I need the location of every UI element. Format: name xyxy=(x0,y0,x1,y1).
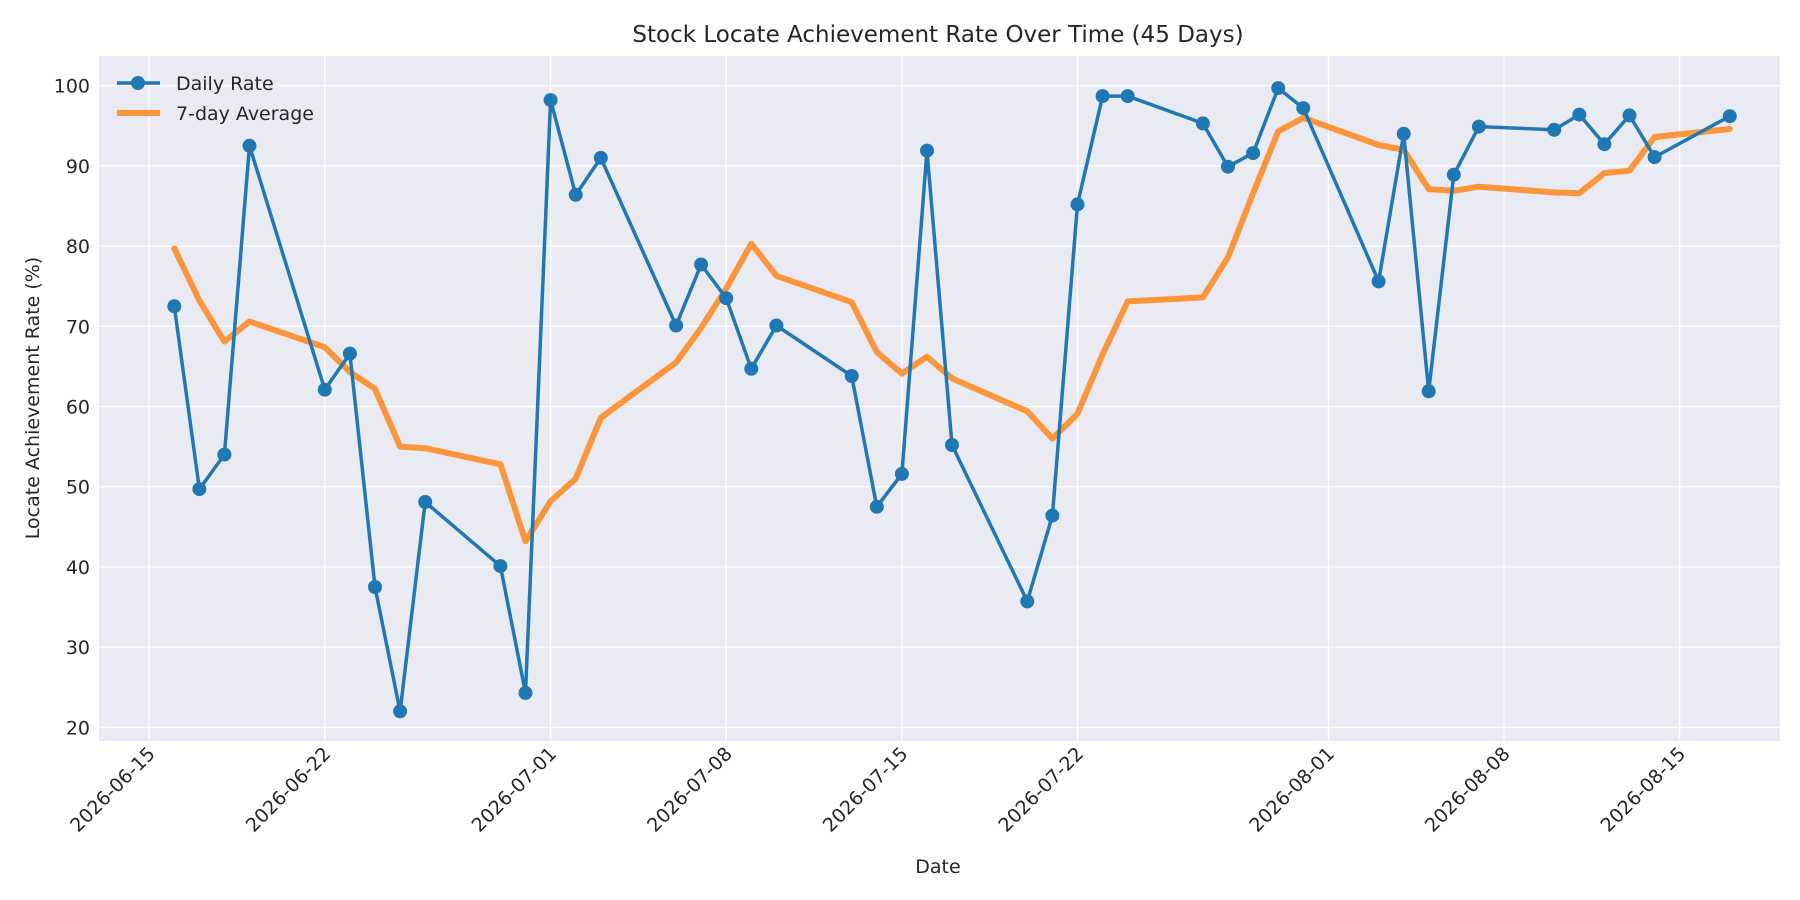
x-axis-ticks: 2026-06-15 2026-06-22 2026-07-01 2026-07-08… xyxy=(66,743,1690,837)
data-point-daily-rate xyxy=(894,466,909,481)
data-point-daily-rate xyxy=(1045,508,1060,523)
series-line-7-day-average xyxy=(171,114,1733,545)
x-tick-label: 2026-07-15 xyxy=(819,743,913,837)
data-point-daily-rate xyxy=(1622,108,1637,123)
legend: Daily Rate 7-day Average xyxy=(117,73,314,125)
data-point-daily-rate xyxy=(1547,122,1562,137)
y-tick-label: 20 xyxy=(66,717,90,739)
data-point-daily-rate xyxy=(568,187,583,202)
data-point-daily-rate xyxy=(1396,126,1411,141)
y-tick-label: 90 xyxy=(66,156,90,178)
data-point-daily-rate xyxy=(1246,146,1261,161)
x-tick-label: 2026-07-22 xyxy=(994,743,1088,837)
data-point-daily-rate xyxy=(1120,89,1135,104)
data-point-daily-rate xyxy=(920,143,934,158)
data-point-daily-rate xyxy=(869,499,884,514)
plot-area xyxy=(99,56,1780,741)
data-point-daily-rate xyxy=(192,482,207,497)
x-tick-label: 2026-08-15 xyxy=(1597,743,1691,837)
y-axis-label: Locate Achievement Rate (%) xyxy=(22,257,44,539)
data-point-daily-rate xyxy=(1446,167,1461,182)
grid-lines xyxy=(99,56,1780,741)
legend-label-7-day-average: 7-day Average xyxy=(176,103,314,125)
x-axis-label: Date xyxy=(915,856,960,878)
data-point-daily-rate xyxy=(1271,81,1286,96)
legend-label-daily-rate: Daily Rate xyxy=(176,73,274,95)
data-point-daily-rate xyxy=(719,291,734,306)
x-tick-label: 2026-06-22 xyxy=(242,743,336,837)
data-point-daily-rate xyxy=(493,559,508,574)
data-point-daily-rate xyxy=(217,447,232,462)
data-point-daily-rate xyxy=(1195,116,1210,131)
data-point-daily-rate xyxy=(1722,109,1737,124)
y-tick-label: 60 xyxy=(66,397,90,419)
x-tick-label: 2026-06-15 xyxy=(66,743,160,837)
data-point-daily-rate xyxy=(1572,107,1587,122)
data-point-daily-rate xyxy=(744,361,759,376)
x-tick-label: 2026-07-08 xyxy=(643,743,737,837)
data-point-daily-rate xyxy=(769,318,784,333)
data-point-daily-rate xyxy=(393,704,408,719)
y-tick-label: 50 xyxy=(66,477,90,499)
data-point-daily-rate xyxy=(1647,150,1662,165)
data-point-daily-rate xyxy=(342,346,357,361)
y-tick-label: 30 xyxy=(66,637,90,659)
data-point-daily-rate xyxy=(543,93,558,108)
data-point-daily-rate xyxy=(844,369,859,383)
legend-marker-daily-rate xyxy=(131,76,145,90)
data-point-daily-rate xyxy=(1421,384,1436,399)
data-point-daily-rate xyxy=(1095,89,1110,104)
data-point-daily-rate xyxy=(518,685,533,700)
x-tick-label: 2026-08-08 xyxy=(1421,743,1515,837)
x-tick-label: 2026-08-01 xyxy=(1245,743,1339,837)
y-axis-ticks: 20 30 40 50 60 70 80 90 100 xyxy=(54,76,90,740)
data-point-daily-rate xyxy=(945,438,959,452)
data-point-daily-rate xyxy=(694,257,709,272)
data-point-daily-rate xyxy=(1070,197,1085,212)
data-point-daily-rate xyxy=(418,495,433,509)
data-point-daily-rate xyxy=(1296,101,1311,116)
series-layer xyxy=(167,81,1737,719)
data-point-daily-rate xyxy=(1471,119,1486,134)
data-point-daily-rate xyxy=(669,318,684,333)
y-tick-label: 100 xyxy=(54,76,90,98)
data-point-daily-rate xyxy=(1221,159,1235,174)
data-point-daily-rate xyxy=(1020,594,1035,609)
data-point-daily-rate xyxy=(1371,274,1386,289)
y-tick-label: 70 xyxy=(66,316,90,338)
y-tick-label: 80 xyxy=(66,236,90,258)
data-point-daily-rate xyxy=(317,382,332,397)
y-tick-label: 40 xyxy=(66,557,90,579)
data-point-daily-rate xyxy=(368,580,382,594)
x-tick-label: 2026-07-01 xyxy=(468,743,562,837)
data-point-daily-rate xyxy=(167,299,182,314)
data-point-daily-rate xyxy=(242,138,257,153)
data-point-daily-rate xyxy=(1597,137,1612,152)
chart-title: Stock Locate Achievement Rate Over Time … xyxy=(632,22,1243,48)
data-point-daily-rate xyxy=(593,150,608,165)
